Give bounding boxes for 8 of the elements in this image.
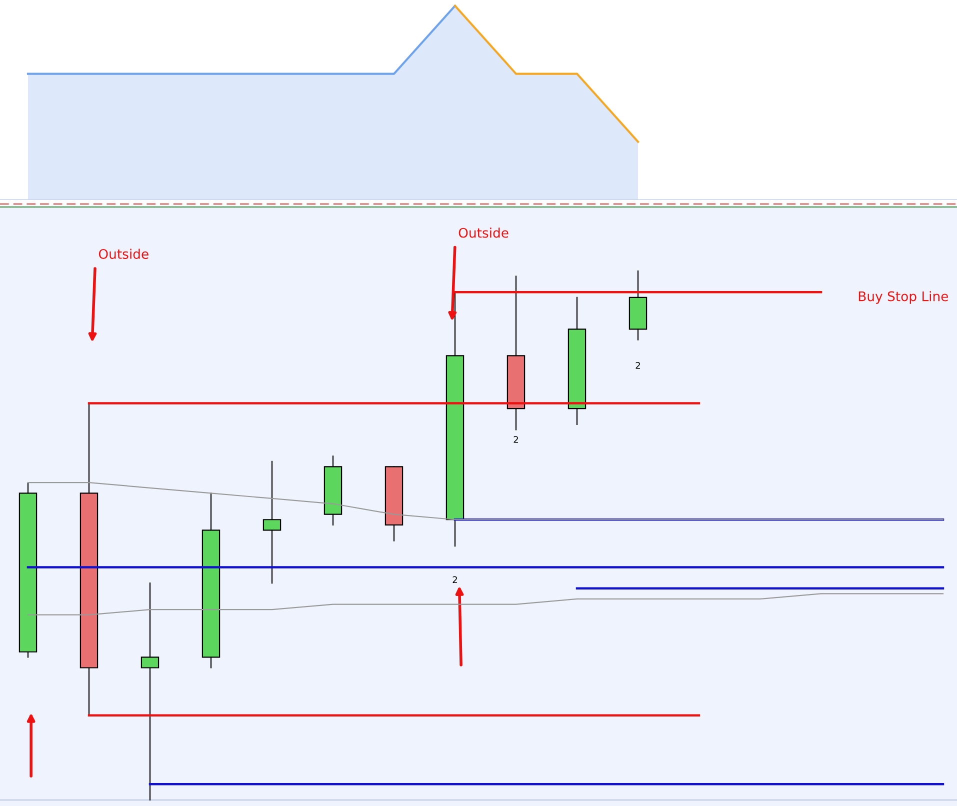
text: Outside xyxy=(458,228,508,238)
text: Outside xyxy=(98,248,148,259)
candlestick xyxy=(140,582,160,801)
annotation: 2 xyxy=(636,362,640,369)
annotation: 2 xyxy=(452,576,457,583)
annotation: 2 xyxy=(514,436,518,443)
candlestick xyxy=(262,460,282,584)
annotation: Buy Stop Line xyxy=(858,291,948,304)
